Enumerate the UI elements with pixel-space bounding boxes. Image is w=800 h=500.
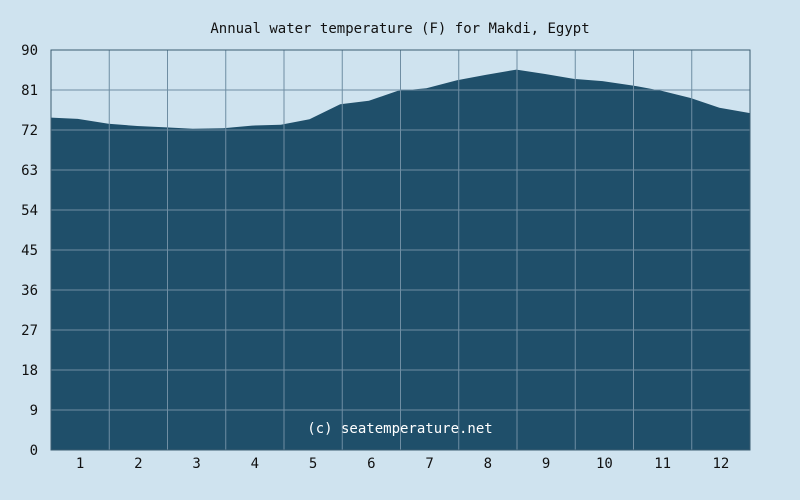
x-tick-label: 8	[484, 456, 492, 472]
y-tick-label: 45	[21, 243, 38, 259]
x-tick-label: 6	[367, 456, 375, 472]
grid	[51, 50, 750, 450]
x-tick-label: 11	[654, 456, 671, 472]
x-tick-label: 5	[309, 456, 317, 472]
y-tick-label: 81	[21, 83, 38, 99]
x-tick-label: 3	[192, 456, 200, 472]
plot-frame	[50, 49, 751, 451]
y-tick-label: 54	[21, 203, 38, 219]
x-tick-label: 1	[76, 456, 84, 472]
x-tick-label: 2	[134, 456, 142, 472]
x-tick-label: 7	[425, 456, 433, 472]
x-axis: 1 2 3 4 5 6 7 8 9 10 11 12	[76, 456, 729, 472]
x-tick-label: 12	[712, 456, 729, 472]
x-tick-label: 10	[596, 456, 613, 472]
y-tick-label: 72	[21, 123, 38, 139]
x-tick-label: 4	[251, 456, 259, 472]
y-tick-label: 9	[30, 403, 38, 419]
y-tick-label: 63	[21, 163, 38, 179]
y-tick-label: 36	[21, 283, 38, 299]
y-tick-label: 27	[21, 323, 38, 339]
y-tick-label: 18	[21, 363, 38, 379]
y-axis: 0 9 18 27 36 45 54 63 72 81 90	[21, 43, 38, 459]
y-tick-label: 90	[21, 43, 38, 59]
y-tick-label: 0	[30, 443, 38, 459]
x-tick-label: 9	[542, 456, 550, 472]
chart-title: Annual water temperature (F) for Makdi, …	[210, 21, 589, 37]
watermark: (c) seatemperature.net	[307, 421, 492, 437]
